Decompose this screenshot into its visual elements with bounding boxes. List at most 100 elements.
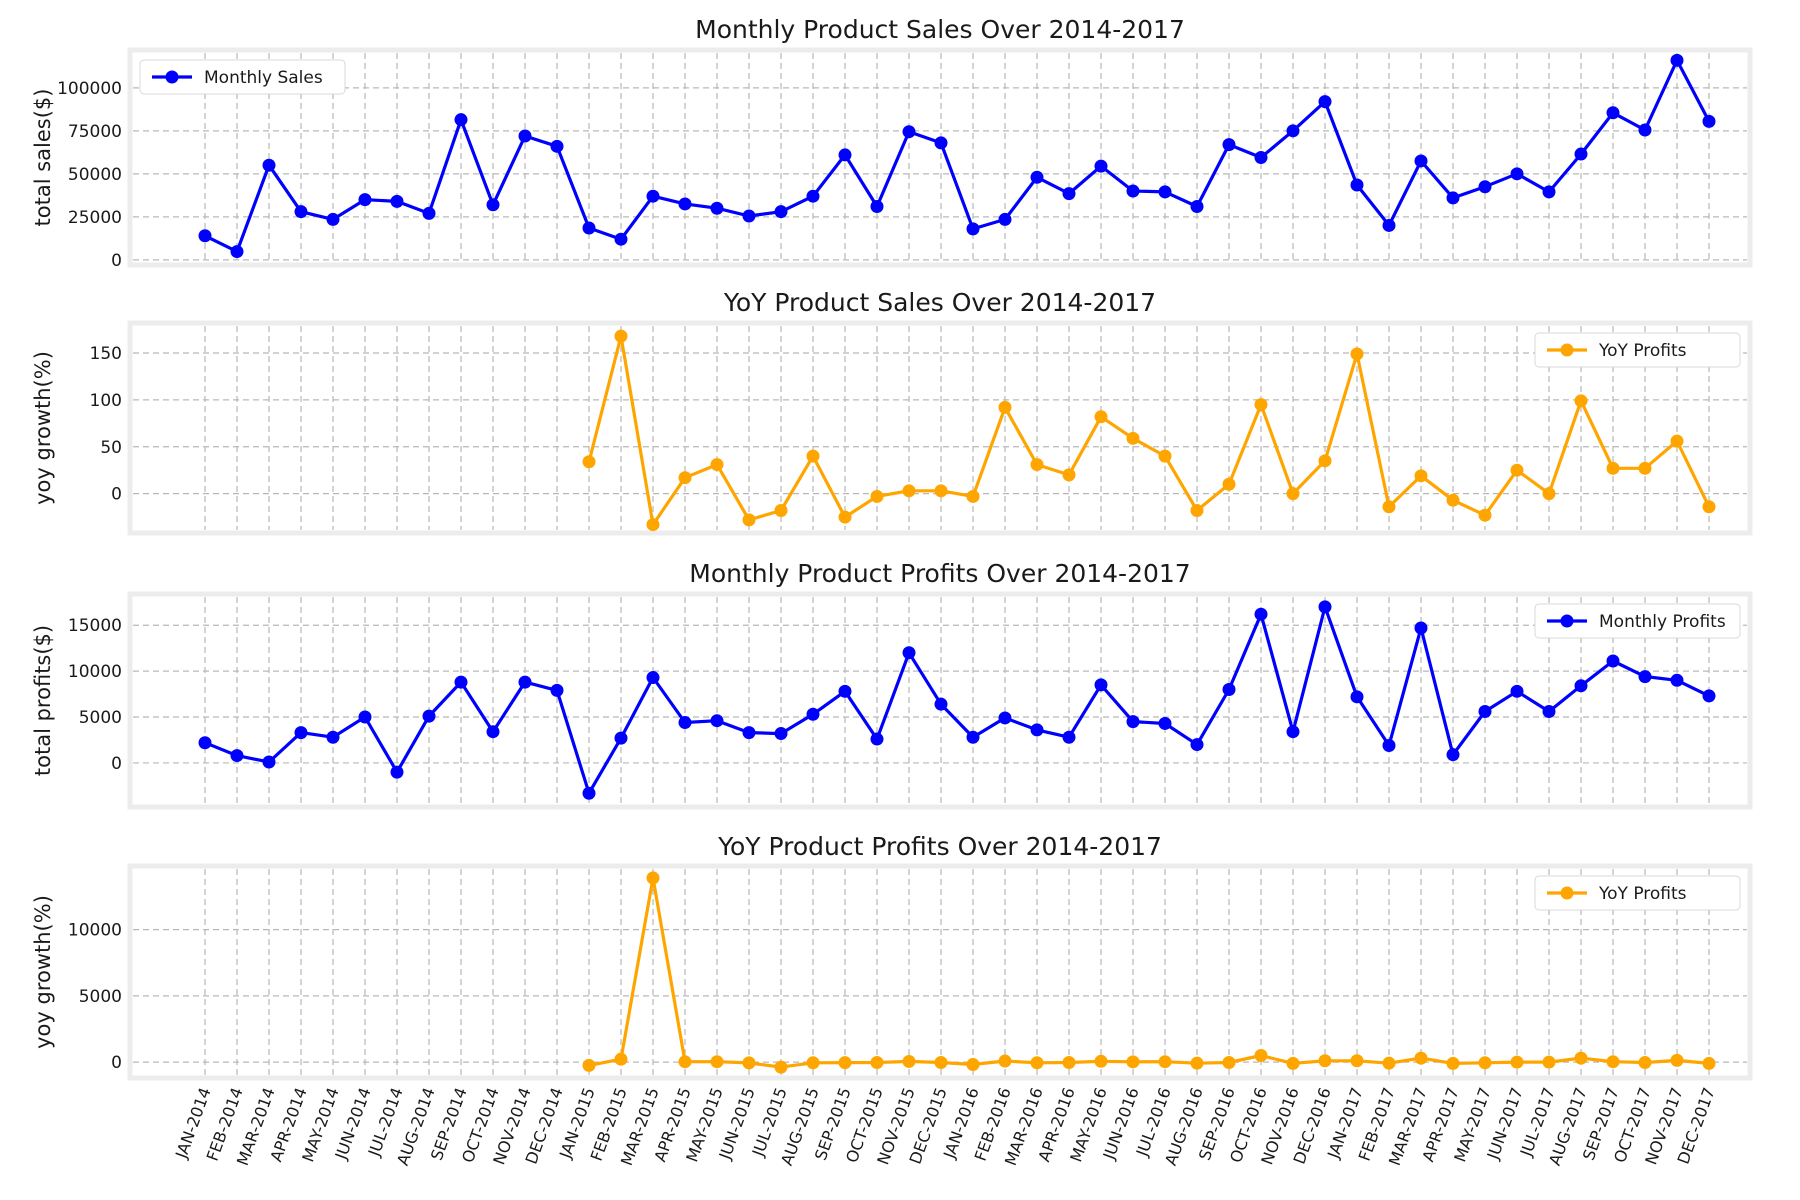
y-axis-label: total sales($) (31, 89, 55, 227)
data-point (486, 725, 500, 739)
y-tick-label: 50 (100, 438, 122, 458)
data-point (1638, 461, 1652, 475)
data-point (1670, 434, 1684, 448)
data-point (1382, 500, 1396, 514)
y-tick-label: 15000 (68, 616, 122, 636)
data-point (1542, 487, 1556, 501)
data-point (1414, 621, 1428, 635)
data-point (1446, 1056, 1460, 1070)
data-point (358, 710, 372, 724)
data-point (710, 458, 724, 472)
data-point (678, 1055, 692, 1069)
data-point (902, 1054, 916, 1068)
y-tick-label: 100000 (57, 79, 122, 99)
data-point (1670, 673, 1684, 687)
legend-point-marker (165, 70, 179, 84)
data-point (582, 786, 596, 800)
y-tick-label: 100 (90, 391, 122, 411)
data-point (1158, 1055, 1172, 1069)
data-point (1190, 738, 1204, 752)
data-point (1478, 180, 1492, 194)
data-point (966, 730, 980, 744)
data-point (1542, 185, 1556, 199)
data-point (1062, 468, 1076, 482)
data-point (1286, 1056, 1300, 1070)
data-point (550, 139, 564, 153)
data-point (1286, 725, 1300, 739)
data-point (1126, 1055, 1140, 1069)
y-tick-label: 50000 (68, 165, 122, 185)
data-point (1350, 1054, 1364, 1068)
data-point (1542, 1055, 1556, 1069)
data-point (1350, 178, 1364, 192)
data-point (742, 726, 756, 740)
data-point (1382, 1056, 1396, 1070)
data-point (1318, 600, 1332, 614)
data-point (1574, 147, 1588, 161)
legend: Monthly Profits (1534, 603, 1741, 639)
data-point (902, 646, 916, 660)
data-point (1638, 670, 1652, 684)
data-point (1126, 715, 1140, 729)
chart-panel-1: 0 25000 50000 75000 100000 Monthly Product Sa… (31, 15, 1753, 271)
legend-box (1534, 332, 1741, 368)
data-point (358, 193, 372, 207)
data-point (1094, 678, 1108, 692)
y-tick-label: 0 (111, 485, 122, 505)
legend-point-marker (1560, 886, 1574, 900)
data-point (1702, 1056, 1716, 1070)
data-point (1510, 684, 1524, 698)
legend-label: YoY Profits (1598, 884, 1687, 904)
chart-title: YoY Product Sales Over 2014-2017 (723, 288, 1156, 317)
data-point (998, 400, 1012, 414)
data-point (326, 730, 340, 744)
data-point (582, 1058, 596, 1072)
data-point (870, 732, 884, 746)
chart-title: Monthly Product Sales Over 2014-2017 (695, 15, 1185, 44)
data-point (1606, 1055, 1620, 1069)
data-point (230, 245, 244, 259)
y-tick-label: 5000 (79, 708, 122, 728)
data-point (1382, 738, 1396, 752)
data-point (678, 471, 692, 485)
data-point (1254, 607, 1268, 621)
y-axis-label: yoy growth(%) (31, 351, 55, 505)
data-point (838, 148, 852, 162)
data-point (1158, 449, 1172, 463)
data-point (710, 201, 724, 215)
plot-area (127, 863, 1753, 1081)
data-point (582, 221, 596, 235)
data-point (198, 736, 212, 750)
data-point (326, 212, 340, 226)
data-point (710, 1055, 724, 1069)
data-point (1606, 106, 1620, 120)
data-point (422, 206, 436, 220)
data-point (774, 205, 788, 219)
data-point (838, 684, 852, 698)
data-point (934, 136, 948, 150)
y-tick-label: 0 (111, 1053, 122, 1073)
data-point (390, 765, 404, 779)
data-point (806, 707, 820, 721)
legend-box (139, 59, 346, 95)
data-point (1574, 679, 1588, 693)
data-point (518, 129, 532, 143)
data-point (1382, 218, 1396, 232)
data-point (870, 489, 884, 503)
data-point (1062, 1055, 1076, 1069)
data-point (1478, 508, 1492, 522)
data-point (1222, 138, 1236, 152)
data-point (1446, 748, 1460, 762)
data-point (1414, 154, 1428, 168)
series-line (204, 605, 1710, 795)
data-point (1510, 167, 1524, 181)
data-point (1158, 185, 1172, 199)
data-point (1350, 690, 1364, 704)
data-point (838, 1056, 852, 1070)
chart-panel-2: 0 50 100 150 YoY Product Sales Over 2014-201… (31, 288, 1753, 536)
data-point (454, 113, 468, 127)
data-point (1062, 730, 1076, 744)
legend-point-marker (1560, 343, 1574, 357)
y-tick-label: 0 (111, 251, 122, 271)
data-point (1094, 159, 1108, 173)
